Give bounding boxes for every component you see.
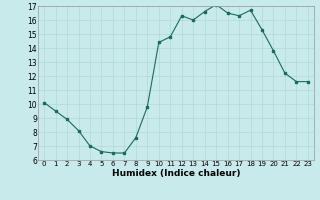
X-axis label: Humidex (Indice chaleur): Humidex (Indice chaleur) [112,169,240,178]
